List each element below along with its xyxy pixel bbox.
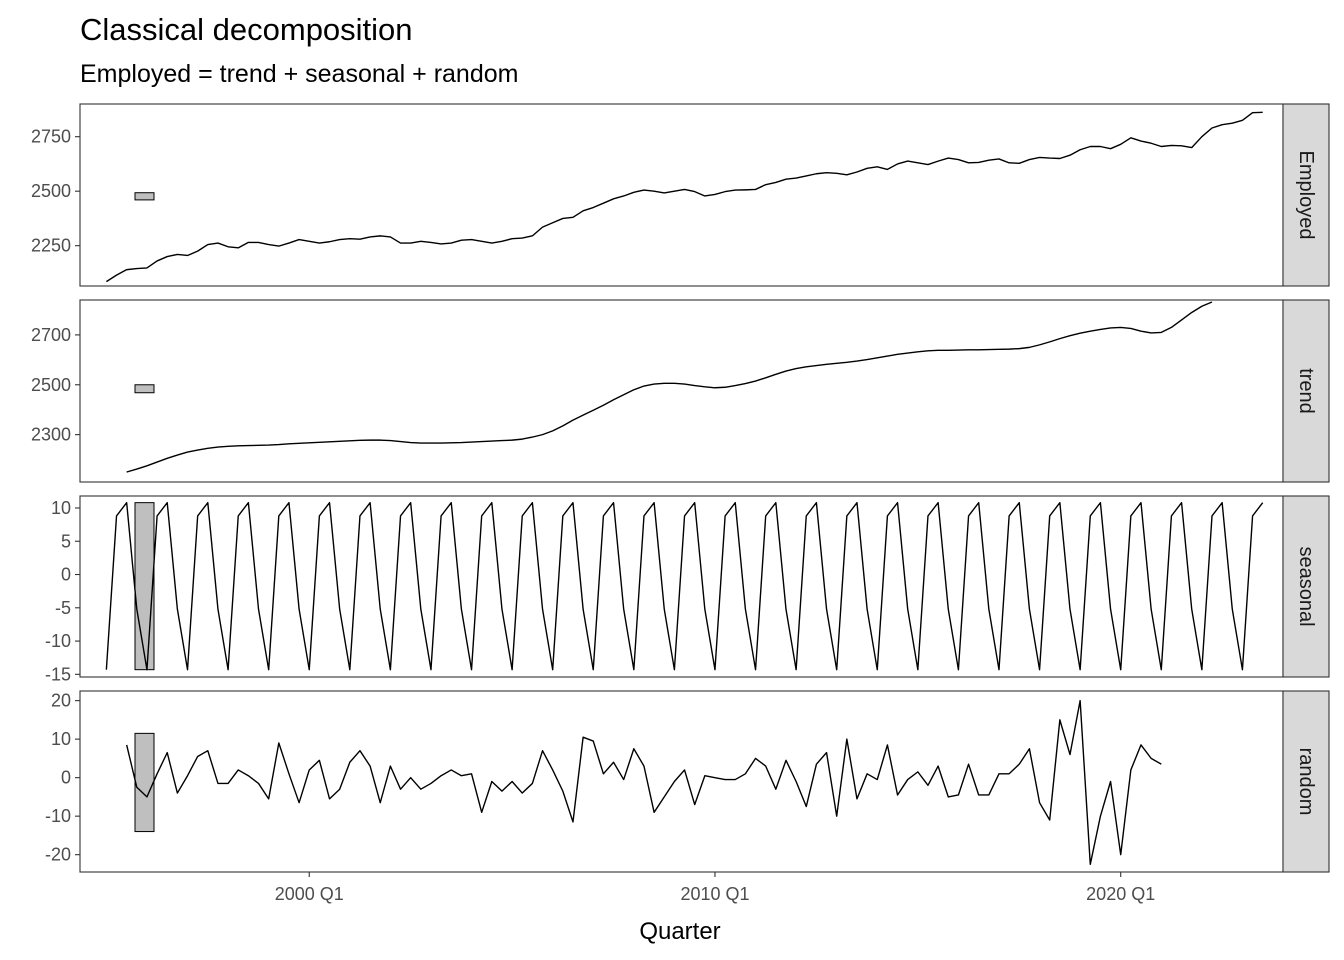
scale-bar bbox=[134, 502, 155, 671]
x-tick-label: 2000 Q1 bbox=[275, 884, 344, 904]
panel-random: random -20 -10 0 10 20 bbox=[45, 690, 1330, 873]
y-tick-label: 2250 bbox=[31, 236, 71, 256]
y-tick-label: 2700 bbox=[31, 325, 71, 345]
facet-strip bbox=[1282, 299, 1330, 483]
chart-title: Classical decomposition bbox=[80, 12, 413, 47]
panel-frame bbox=[79, 299, 1284, 483]
facet-strip bbox=[1282, 495, 1330, 678]
facet-label-trend: trend bbox=[1295, 368, 1317, 414]
series-line-random bbox=[125, 699, 1162, 865]
series-line-seasonal bbox=[105, 501, 1264, 671]
y-tick-label: 20 bbox=[51, 691, 71, 711]
y-tick-label: 2500 bbox=[31, 375, 71, 395]
x-axis-title: Quarter bbox=[639, 918, 720, 945]
facet-label-random: random bbox=[1295, 748, 1317, 816]
scale-bar bbox=[134, 384, 155, 394]
y-tick-label: -10 bbox=[45, 806, 71, 826]
y-tick-label: -10 bbox=[45, 631, 71, 651]
facet-label-seasonal: seasonal bbox=[1295, 546, 1317, 626]
y-tick-label: -15 bbox=[45, 664, 71, 684]
x-tick-label: 2020 Q1 bbox=[1086, 884, 1155, 904]
y-tick-label: 2500 bbox=[31, 181, 71, 201]
y-tick-label: 0 bbox=[61, 565, 71, 585]
panel-seasonal: seasonal -15 -10 -5 0 5 10 bbox=[45, 495, 1330, 684]
facet-label-Employed: Employed bbox=[1295, 151, 1317, 240]
y-tick-label: -20 bbox=[45, 845, 71, 865]
y-tick-label: 5 bbox=[61, 531, 71, 551]
y-tick-label: 2300 bbox=[31, 425, 71, 445]
facet-strip bbox=[1282, 103, 1330, 287]
panel-frame bbox=[79, 690, 1284, 873]
y-tick-label: 0 bbox=[61, 768, 71, 788]
scale-bar bbox=[134, 732, 155, 833]
y-tick-label: 10 bbox=[51, 729, 71, 749]
series-line-Employed bbox=[105, 111, 1263, 283]
y-tick-label: 10 bbox=[51, 498, 71, 518]
panel-frame bbox=[79, 103, 1284, 287]
panel-Employed: Employed 2250 2500 2750 bbox=[31, 103, 1330, 287]
panel-trend: trend 2300 2500 2700 bbox=[31, 299, 1330, 483]
y-tick-label: -5 bbox=[55, 598, 71, 618]
series-line-trend bbox=[126, 301, 1213, 473]
panel-frame bbox=[79, 495, 1284, 678]
facet-strip bbox=[1282, 690, 1330, 873]
x-tick-label: 2010 Q1 bbox=[680, 884, 749, 904]
y-tick-label: 2750 bbox=[31, 127, 71, 147]
chart-subtitle: Employed = trend + seasonal + random bbox=[80, 60, 519, 88]
scale-bar bbox=[134, 192, 155, 201]
